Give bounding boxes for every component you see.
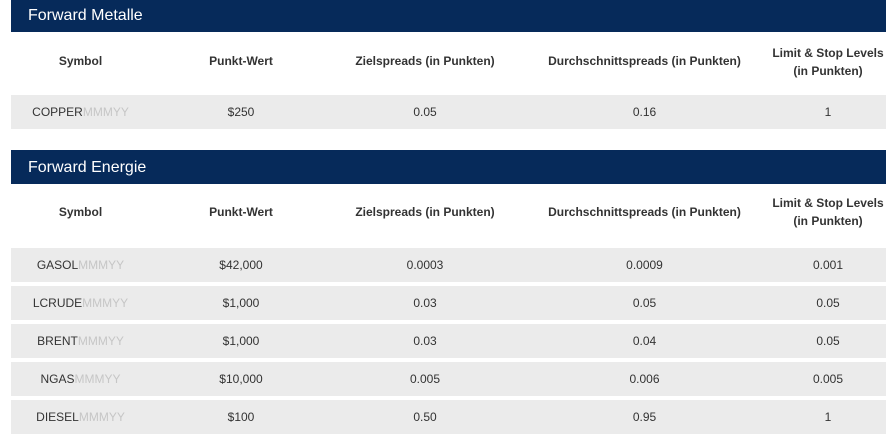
avg-spread-cell: 0.16 <box>632 105 657 119</box>
symbol-cell: NGASMMMYY <box>11 362 150 396</box>
point-value-cell: $1,000 <box>222 334 260 348</box>
column-header-point-value: Punkt-Wert <box>209 205 273 219</box>
limit-stop-cell: 1 <box>824 410 832 424</box>
table-row: BRENTMMMYY $1,000 0.03 0.04 0.05 <box>11 324 886 358</box>
forward-metals-section: Forward Metalle Symbol Punkt-Wert Zielsp… <box>11 0 886 133</box>
avg-spread-cell: 0.05 <box>632 296 657 310</box>
point-value-cell: $100 <box>227 410 255 424</box>
symbol-cell: COPPERMMMYY <box>11 95 150 129</box>
symbol-suffix: MMMYY <box>77 334 124 348</box>
table-header-row: Symbol Punkt-Wert Zielspreads (in Punkte… <box>11 184 886 248</box>
avg-spread-cell: 0.006 <box>629 372 660 386</box>
symbol-suffix: MMMYY <box>74 372 121 386</box>
avg-spread-cell: 0.0009 <box>626 258 663 272</box>
point-value-cell: $42,000 <box>219 258 263 272</box>
column-header-symbol: Symbol <box>58 54 103 68</box>
column-header-target-spread: Zielspreads (in Punkten) <box>355 54 495 68</box>
column-header-avg-spread: Durchschnittspreads (in Punkten) <box>548 54 741 68</box>
column-header-limit-stop: Limit & Stop Levels (in Punkten) <box>767 44 886 80</box>
symbol-text: COPPER <box>32 105 83 119</box>
table-row: COPPERMMMYY $250 0.05 0.16 1 <box>11 95 886 129</box>
column-header-limit-stop-line1: Limit & Stop Levels <box>772 196 884 210</box>
symbol-text: LCRUDE <box>32 296 83 310</box>
column-header-limit-stop-line1: Limit & Stop Levels <box>772 46 884 60</box>
table-row: DIESELMMMYY $100 0.50 0.95 1 <box>11 400 886 434</box>
symbol-suffix: MMMYY <box>82 296 129 310</box>
target-spread-cell: 0.05 <box>413 105 437 119</box>
column-header-symbol: Symbol <box>58 205 103 219</box>
symbol-suffix: MMMYY <box>82 105 129 119</box>
avg-spread-cell: 0.95 <box>632 410 657 424</box>
section-title-energy: Forward Energie <box>11 150 886 184</box>
symbol-cell: GASOLMMMYY <box>11 248 150 282</box>
limit-stop-cell: 1 <box>824 105 832 119</box>
symbol-cell: LCRUDEMMMYY <box>11 286 150 320</box>
target-spread-cell: 0.005 <box>409 372 441 386</box>
symbol-cell: BRENTMMMYY <box>11 324 150 358</box>
table-header-row: Symbol Punkt-Wert Zielspreads (in Punkte… <box>11 32 886 95</box>
symbol-text: NGAS <box>40 372 75 386</box>
column-header-limit-stop-line2: (in Punkten) <box>793 214 863 228</box>
column-header-target-spread: Zielspreads (in Punkten) <box>355 205 495 219</box>
symbol-suffix: MMMYY <box>78 258 125 272</box>
column-header-point-value: Punkt-Wert <box>209 54 273 68</box>
point-value-cell: $10,000 <box>219 372 263 386</box>
target-spread-cell: 0.03 <box>413 296 437 310</box>
column-header-limit-stop-line2: (in Punkten) <box>793 64 863 78</box>
limit-stop-cell: 0.05 <box>816 334 840 348</box>
symbol-suffix: MMMYY <box>78 410 125 424</box>
point-value-cell: $250 <box>227 105 255 119</box>
symbol-cell: DIESELMMMYY <box>11 400 150 434</box>
target-spread-cell: 0.03 <box>413 334 437 348</box>
symbol-text: BRENT <box>37 334 78 348</box>
table-row: GASOLMMMYY $42,000 0.0003 0.0009 0.001 <box>11 248 886 282</box>
table-row: LCRUDEMMMYY $1,000 0.03 0.05 0.05 <box>11 286 886 320</box>
column-header-avg-spread: Durchschnittspreads (in Punkten) <box>548 205 741 219</box>
forward-energy-section: Forward Energie Symbol Punkt-Wert Zielsp… <box>11 150 886 438</box>
limit-stop-cell: 0.05 <box>816 296 840 310</box>
symbol-text: DIESEL <box>36 410 79 424</box>
limit-stop-cell: 0.005 <box>812 372 844 386</box>
point-value-cell: $1,000 <box>222 296 260 310</box>
avg-spread-cell: 0.04 <box>632 334 657 348</box>
section-title-metals: Forward Metalle <box>11 0 886 32</box>
target-spread-cell: 0.0003 <box>406 258 444 272</box>
target-spread-cell: 0.50 <box>413 410 437 424</box>
table-row: NGASMMMYY $10,000 0.005 0.006 0.005 <box>11 362 886 396</box>
limit-stop-cell: 0.001 <box>812 258 844 272</box>
symbol-text: GASOL <box>36 258 79 272</box>
column-header-limit-stop: Limit & Stop Levels (in Punkten) <box>767 194 886 230</box>
